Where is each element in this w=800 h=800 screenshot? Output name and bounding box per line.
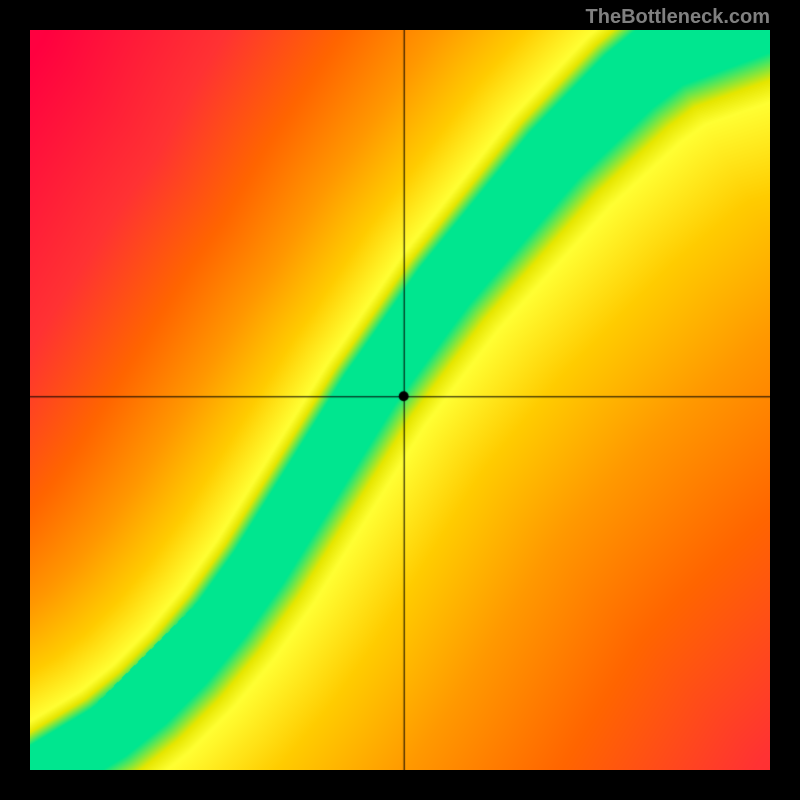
chart-container: TheBottleneck.com <box>0 0 800 800</box>
watermark-text: TheBottleneck.com <box>586 6 770 29</box>
heatmap-canvas <box>30 30 770 770</box>
